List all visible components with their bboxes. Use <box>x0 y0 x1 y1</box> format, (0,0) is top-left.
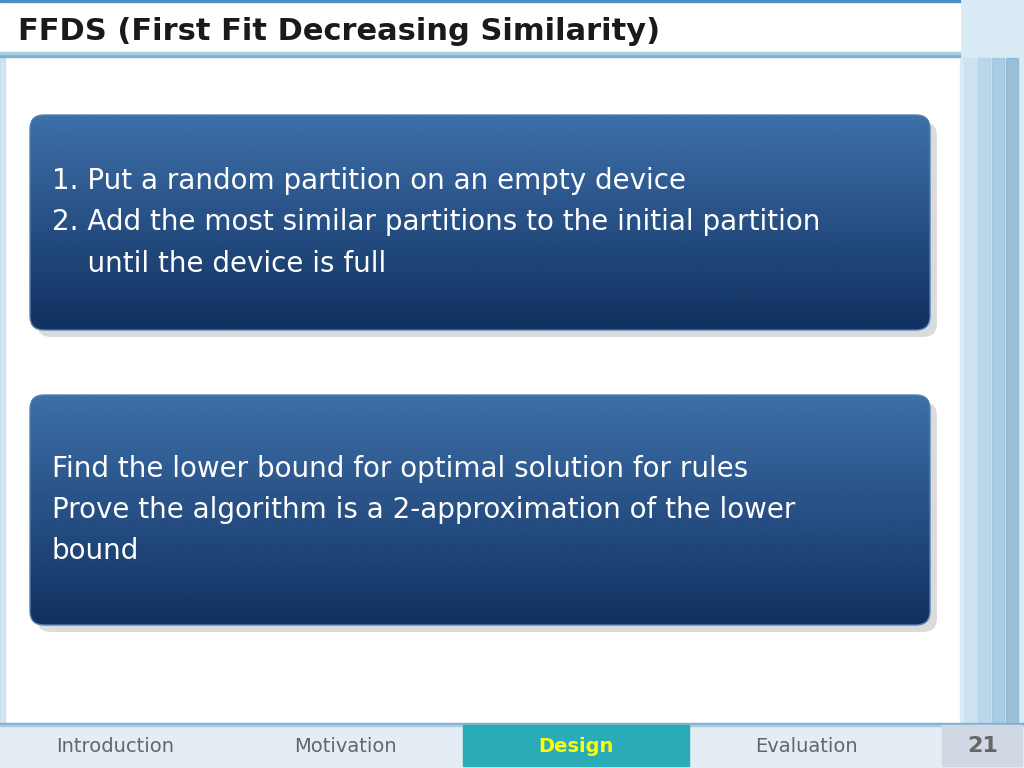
Text: Motivation: Motivation <box>294 737 397 756</box>
Text: Evaluation: Evaluation <box>755 737 858 756</box>
FancyBboxPatch shape <box>30 395 930 625</box>
Bar <box>0 52 961 54</box>
Bar <box>942 725 1022 766</box>
Bar <box>0 0 961 2</box>
Bar <box>978 58 990 723</box>
Bar <box>961 0 1024 768</box>
FancyBboxPatch shape <box>30 115 930 330</box>
Bar <box>0 55 961 57</box>
Text: Find the lower bound for optimal solution for rules
Prove the algorithm is a 2-a: Find the lower bound for optimal solutio… <box>52 455 796 565</box>
Bar <box>0 0 961 58</box>
Text: 1. Put a random partition on an empty device
2. Add the most similar partitions : 1. Put a random partition on an empty de… <box>52 167 820 278</box>
Text: FFDS (First Fit Decreasing Similarity): FFDS (First Fit Decreasing Similarity) <box>18 16 660 45</box>
Bar <box>1006 58 1018 723</box>
Bar <box>964 58 976 723</box>
Bar <box>0 58 5 723</box>
FancyBboxPatch shape <box>37 402 937 632</box>
Text: 21: 21 <box>968 737 998 756</box>
Text: Introduction: Introduction <box>56 737 174 756</box>
Bar <box>463 725 689 766</box>
Bar <box>0 725 1024 726</box>
Bar <box>0 723 1024 768</box>
FancyBboxPatch shape <box>37 122 937 337</box>
Bar <box>992 58 1004 723</box>
Text: Design: Design <box>539 737 613 756</box>
Bar <box>0 723 1024 725</box>
